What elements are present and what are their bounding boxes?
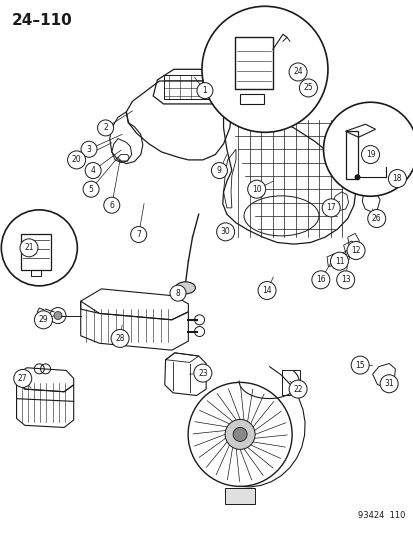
Text: 17: 17 [325,204,335,212]
Text: 24: 24 [292,68,302,76]
Text: 10: 10 [251,185,261,193]
Text: 9: 9 [216,166,221,175]
Circle shape [85,163,101,179]
Text: 4: 4 [90,166,95,175]
Circle shape [14,369,32,387]
Text: 29: 29 [38,316,48,324]
Circle shape [288,380,306,398]
Text: 8: 8 [175,289,180,297]
Text: 1: 1 [202,86,207,95]
Circle shape [216,223,234,241]
Text: 15: 15 [354,361,364,369]
Circle shape [321,199,339,217]
Text: 20: 20 [71,156,81,164]
Circle shape [361,146,379,164]
Polygon shape [225,488,254,504]
Circle shape [97,120,113,136]
Text: 5: 5 [88,185,93,193]
Circle shape [367,209,385,228]
Circle shape [34,311,52,329]
Circle shape [83,181,99,197]
Circle shape [81,141,97,157]
Text: 6: 6 [109,201,114,209]
Circle shape [197,83,212,99]
Circle shape [233,427,247,441]
Circle shape [111,329,129,348]
Text: 30: 30 [220,228,230,236]
Circle shape [202,6,327,132]
Circle shape [387,169,406,188]
Text: 24–110: 24–110 [12,13,72,28]
Text: 2: 2 [103,124,108,132]
Circle shape [1,210,77,286]
Circle shape [257,281,275,300]
Text: 7: 7 [136,230,141,239]
Circle shape [225,419,254,449]
Text: 22: 22 [293,385,302,393]
Text: 13: 13 [340,276,350,284]
Circle shape [131,227,146,243]
Circle shape [193,364,211,382]
Circle shape [346,241,364,260]
Circle shape [299,79,317,97]
Circle shape [350,356,368,374]
Text: 23: 23 [197,369,207,377]
Circle shape [67,151,85,169]
Text: 93424  110: 93424 110 [357,511,404,520]
Text: 28: 28 [115,334,124,343]
Circle shape [379,375,397,393]
Circle shape [20,239,38,257]
Circle shape [104,197,119,213]
Text: 14: 14 [261,286,271,295]
Circle shape [330,252,348,270]
Text: 19: 19 [365,150,375,159]
Text: 27: 27 [18,374,28,383]
Text: 31: 31 [383,379,393,388]
Circle shape [288,63,306,81]
Circle shape [336,271,354,289]
Text: 21: 21 [24,244,33,252]
Circle shape [354,174,360,180]
Circle shape [247,180,265,198]
Text: 11: 11 [334,257,343,265]
Text: 26: 26 [371,214,381,223]
Text: 18: 18 [392,174,401,183]
Circle shape [211,163,227,179]
Text: 3: 3 [86,145,91,154]
Text: 12: 12 [351,246,360,255]
Circle shape [170,285,185,301]
Circle shape [54,311,62,320]
Text: 16: 16 [315,276,325,284]
Text: 25: 25 [303,84,313,92]
Circle shape [311,271,329,289]
Ellipse shape [175,282,195,294]
Circle shape [323,102,413,196]
